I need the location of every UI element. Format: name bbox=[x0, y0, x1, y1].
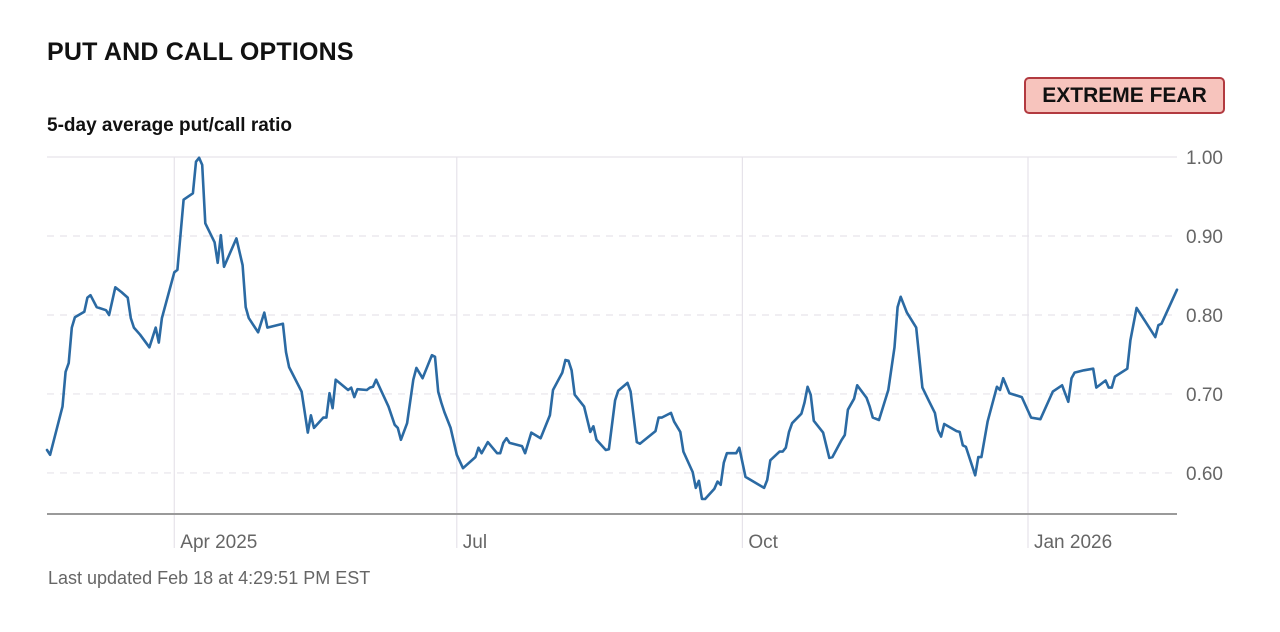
chart-title: PUT AND CALL OPTIONS bbox=[47, 38, 354, 66]
x-tick-label: Jan 2026 bbox=[1034, 532, 1112, 553]
x-tick-label: Oct bbox=[748, 532, 778, 553]
y-tick-label: 1.00 bbox=[1186, 148, 1223, 169]
y-axis: 0.60 0.70 0.80 0.90 1.00 bbox=[1186, 148, 1223, 485]
chart-subtitle: 5-day average put/call ratio bbox=[47, 115, 292, 136]
y-tick-label: 0.70 bbox=[1186, 385, 1223, 406]
sentiment-badge: EXTREME FEAR bbox=[1024, 77, 1225, 114]
series bbox=[45, 156, 1179, 501]
x-tick-label: Apr 2025 bbox=[180, 532, 257, 553]
series-line bbox=[45, 156, 1179, 501]
grid-lines bbox=[47, 156, 1177, 548]
y-tick-label: 0.80 bbox=[1186, 306, 1223, 327]
x-axis: Apr 2025 Jul Oct Jan 2026 bbox=[47, 513, 1177, 553]
y-tick-label: 0.90 bbox=[1186, 227, 1223, 248]
x-tick-label: Jul bbox=[463, 532, 487, 553]
last-updated-text: Last updated Feb 18 at 4:29:51 PM EST bbox=[48, 568, 371, 588]
y-tick-label: 0.60 bbox=[1186, 464, 1223, 485]
